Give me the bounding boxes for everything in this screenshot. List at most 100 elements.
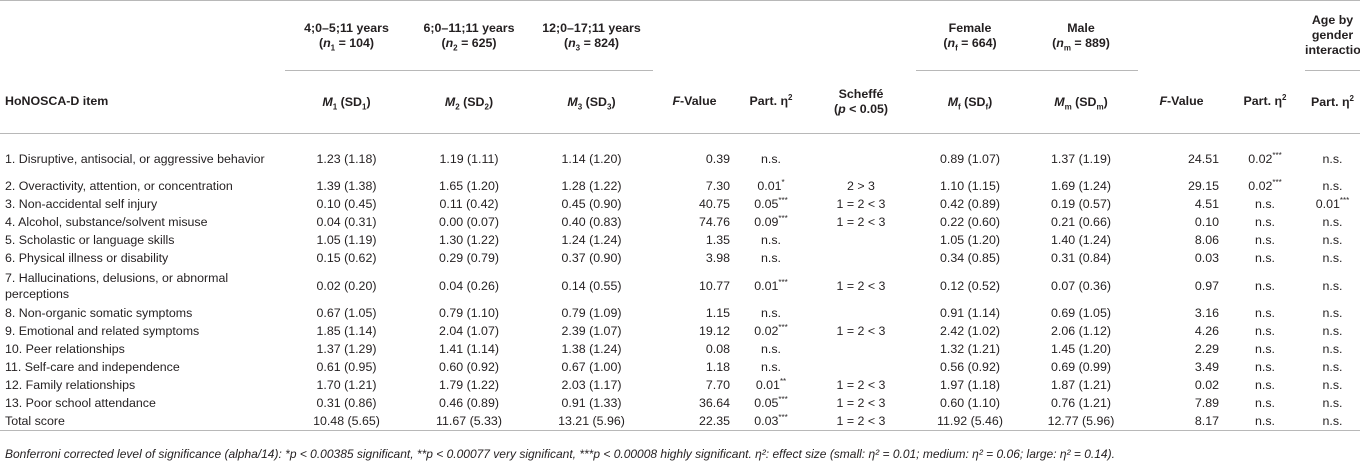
m1-cell: 0.10 (0.45) — [316, 197, 377, 211]
age-group-3-range: 12;0–17;11 years — [542, 20, 641, 35]
m2-cell: 1.65 (1.20) — [439, 179, 499, 193]
m1-cell: 0.04 (0.31) — [316, 215, 377, 229]
item-cell: Total score — [0, 412, 285, 431]
item-column-header: HoNOSCA-D item — [0, 70, 285, 134]
eta-age-cell: 0.05*** — [754, 195, 788, 211]
item-cell: 12. Family relationships — [5, 378, 136, 392]
m1-header: M1 (SD1) — [285, 70, 408, 134]
eta-age-cell: 0.05*** — [754, 394, 788, 410]
m2-cell: 0.60 (0.92) — [439, 360, 499, 374]
m2-cell: 0.29 (0.79) — [439, 251, 499, 265]
table-row: 6. Physical illness or disability 0.15 (0… — [0, 249, 1360, 267]
mf-header: Mf (SDf) — [916, 70, 1024, 134]
header-row-columns: HoNOSCA-D item M1 (SD1) M2 (SD2) M3 (SD3… — [0, 70, 1360, 134]
mf-cell: 2.42 (1.02) — [940, 324, 1000, 338]
m3-cell: 2.39 (1.07) — [561, 324, 622, 338]
m2-cell: 11.67 (5.33) — [408, 412, 530, 431]
m2-cell: 1.41 (1.14) — [439, 342, 499, 356]
table-row: 2. Overactivity, attention, or concentra… — [0, 177, 1360, 195]
female-label: Female — [948, 20, 992, 35]
item-cell: 8. Non-organic somatic symptoms — [5, 306, 193, 320]
table-row: 11. Self-care and independence 0.61 (0.95… — [0, 358, 1360, 376]
m2-header: M2 (SD2) — [408, 70, 530, 134]
eta-int-cell: n.s. — [1322, 179, 1343, 193]
f-age-cell: 7.30 — [705, 179, 730, 193]
item-cell: 9. Emotional and related symptoms — [5, 324, 200, 338]
m1-cell: 1.70 (1.21) — [316, 378, 377, 392]
eta-int-cell: n.s. — [1322, 251, 1343, 265]
table-row: 12. Family relationships 1.70 (1.21) 1.79 … — [0, 376, 1360, 394]
mf-cell: 0.12 (0.52) — [940, 278, 1000, 293]
eta-gender-cell: n.s. — [1255, 215, 1275, 229]
f-age-cell: 3.98 — [705, 251, 730, 265]
mf-cell: 0.42 (0.89) — [940, 197, 1000, 211]
interaction-header: Age by gender interaction — [1305, 0, 1360, 71]
eta-int-cell: n.s. — [1322, 396, 1343, 410]
m2-cell: 1.30 (1.22) — [439, 233, 499, 247]
eta-gender-cell: n.s. — [1255, 251, 1275, 265]
mf-cell: 0.34 (0.85) — [940, 251, 1000, 265]
age-group-3-n: (n3 = 824) — [563, 35, 620, 52]
mm-cell: 2.06 (1.12) — [1051, 324, 1111, 338]
m1-cell: 1.05 (1.19) — [316, 233, 377, 247]
f-value-age-header: F-Value — [653, 70, 736, 134]
eta-gender-cell: 0.02*** — [1248, 177, 1282, 193]
table-row: 7. Hallucinations, delusions, or abnorma… — [0, 267, 1360, 304]
scheffe-header: Scheffé (p < 0.05) — [806, 70, 916, 134]
m3-cell: 1.28 (1.22) — [561, 179, 622, 193]
scheffe-cell: 1 = 2 < 3 — [836, 197, 886, 211]
m1-cell: 0.15 (0.62) — [316, 251, 377, 265]
eta-int-cell: n.s. — [1305, 412, 1360, 431]
age-group-2-range: 6;0–11;11 years — [423, 20, 515, 35]
scheffe-cell: 1 = 2 < 3 — [836, 278, 886, 293]
f-gender-cell: 3.16 — [1194, 306, 1219, 320]
item-cell: 7. Hallucinations, delusions, or abnorma… — [5, 270, 229, 301]
eta-age-cell: 0.01** — [755, 376, 787, 392]
item-cell: 2. Overactivity, attention, or concentra… — [5, 179, 233, 193]
eta-age-cell: 0.09*** — [754, 213, 788, 229]
f-gender-cell: 8.06 — [1194, 233, 1219, 247]
m3-cell: 1.38 (1.24) — [561, 342, 622, 356]
mm-cell: 0.21 (0.66) — [1051, 215, 1111, 229]
eta-gender-cell: n.s. — [1255, 278, 1275, 293]
scheffe-cell: 1 = 2 < 3 — [836, 378, 886, 392]
male-header: Male (nm = 889) — [1024, 0, 1138, 71]
item-cell: 13. Poor school attendance — [5, 396, 156, 410]
header-row-groups: 4;0–5;11 years (n1 = 104) 6;0–11;11 year… — [0, 0, 1360, 71]
item-cell: 10. Peer relationships — [5, 342, 125, 356]
mf-cell: 0.22 (0.60) — [940, 215, 1000, 229]
eta-int-cell: n.s. — [1322, 151, 1343, 166]
f-gender-cell: 0.02 — [1194, 378, 1219, 392]
m2-cell: 0.11 (0.42) — [439, 197, 499, 211]
eta-age-cell: n.s. — [761, 306, 781, 320]
table-row: 5. Scholastic or language skills 1.05 (1.… — [0, 231, 1360, 249]
f-age-cell: 10.77 — [698, 278, 730, 293]
part-eta-interaction-header: Part. η2 — [1305, 70, 1360, 134]
eta-gender-cell: n.s. — [1255, 233, 1275, 247]
f-gender-cell: 4.51 — [1194, 197, 1219, 211]
mf-cell: 1.10 (1.15) — [940, 179, 1000, 193]
eta-int-cell: n.s. — [1322, 360, 1343, 374]
m1-cell: 0.67 (1.05) — [316, 306, 377, 320]
eta-int-cell: n.s. — [1322, 324, 1343, 338]
mm-cell: 1.69 (1.24) — [1051, 179, 1111, 193]
table-row: 13. Poor school attendance 0.31 (0.86) 0.4… — [0, 394, 1360, 412]
age-group-1-range: 4;0–5;11 years — [304, 20, 389, 35]
eta-int-cell: n.s. — [1322, 215, 1343, 229]
eta-age-cell: n.s. — [761, 251, 781, 265]
table-row: 4. Alcohol, substance/solvent misuse 0.04… — [0, 213, 1360, 231]
m3-cell: 0.79 (1.09) — [561, 306, 622, 320]
table-row: 10. Peer relationships 1.37 (1.29) 1.41 (1… — [0, 340, 1360, 358]
mm-cell: 1.87 (1.21) — [1051, 378, 1111, 392]
mm-cell: 0.76 (1.21) — [1051, 396, 1111, 410]
eta-gender-cell: n.s. — [1255, 324, 1275, 338]
table-row: Total score 10.48 (5.65) 11.67 (5.33) 13.21… — [0, 412, 1360, 431]
age-group-3-header: 12;0–17;11 years (n3 = 824) — [530, 0, 653, 71]
eta-int-cell: n.s. — [1322, 278, 1343, 293]
age-group-2-n: (n2 = 625) — [441, 35, 497, 52]
eta-gender-cell: n.s. — [1255, 342, 1275, 356]
m3-cell: 0.40 (0.83) — [561, 215, 622, 229]
f-age-cell: 1.18 — [705, 360, 730, 374]
eta-gender-cell: n.s. — [1255, 360, 1275, 374]
eta-gender-cell: n.s. — [1255, 306, 1275, 320]
